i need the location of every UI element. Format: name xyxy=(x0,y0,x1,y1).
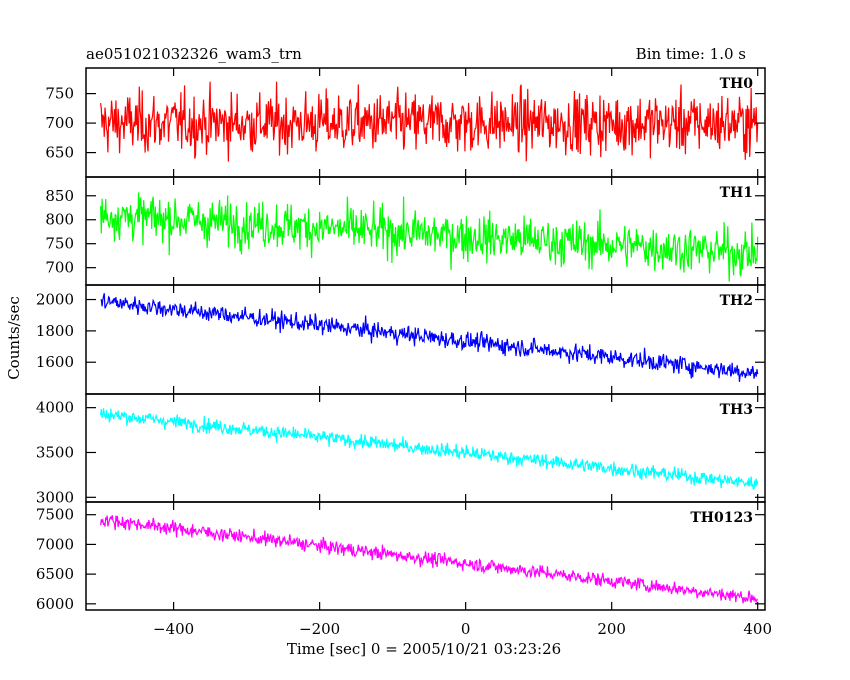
y-tick-label: 800 xyxy=(45,211,74,229)
panel-th2: 1600 1800 2000 TH2 xyxy=(36,284,766,395)
y-tick-label: 3000 xyxy=(36,488,74,506)
panel-frame xyxy=(85,393,766,503)
y-tick-label: 650 xyxy=(45,144,74,162)
panel-frame xyxy=(85,501,766,611)
y-tick-label: 850 xyxy=(45,187,74,205)
panel-th0123: 6000 6500 7000 7500 TH0123 xyxy=(36,501,766,613)
panel-th0: 650 700 750 TH0 xyxy=(45,67,766,178)
y-tick-label: 7000 xyxy=(36,535,74,553)
y-tick-label: 4000 xyxy=(36,399,74,417)
series-line-th3 xyxy=(100,408,759,490)
bin-time-label: Bin time: 1.0 s xyxy=(636,45,746,63)
panel-th1: 700 750 800 850 TH1 xyxy=(45,176,766,286)
series-line-th1 xyxy=(100,192,759,282)
y-tick-label: 700 xyxy=(45,114,74,132)
panel-label-th0: TH0 xyxy=(720,76,754,92)
y-tick-label: 7500 xyxy=(36,506,74,524)
x-tick-label: 400 xyxy=(743,620,772,638)
series-line-th0123 xyxy=(100,515,759,604)
x-tick-label: −400 xyxy=(153,620,194,638)
y-tick-label: 2000 xyxy=(36,291,74,309)
y-tick-label: 1800 xyxy=(36,322,74,340)
x-axis-label: Time [sec] 0 = 2005/10/21 03:23:26 xyxy=(287,640,561,658)
series-line-th0 xyxy=(100,81,759,162)
x-tick-label: −200 xyxy=(299,620,340,638)
y-tick-label: 6500 xyxy=(36,565,74,583)
y-tick-label: 700 xyxy=(45,259,74,277)
y-axis-label: Counts/sec xyxy=(5,296,23,380)
x-tick-label: 200 xyxy=(597,620,626,638)
y-tick-label: 6000 xyxy=(36,595,74,613)
chart-title: ae051021032326_wam3_trn xyxy=(86,45,302,63)
panel-th3: 3000 3500 4000 TH3 xyxy=(36,393,766,506)
panel-label-th2: TH2 xyxy=(720,293,753,309)
y-tick-label: 3500 xyxy=(36,443,74,461)
y-tick-label: 750 xyxy=(45,85,74,103)
x-tick-label: 0 xyxy=(461,620,471,638)
panel-label-th1: TH1 xyxy=(720,185,753,201)
y-tick-label: 750 xyxy=(45,235,74,253)
y-tick-label: 1600 xyxy=(36,353,74,371)
panel-label-th0123: TH0123 xyxy=(690,510,753,526)
panel-frame xyxy=(85,284,766,395)
series-line-th2 xyxy=(100,293,759,382)
panel-label-th3: TH3 xyxy=(720,402,753,418)
